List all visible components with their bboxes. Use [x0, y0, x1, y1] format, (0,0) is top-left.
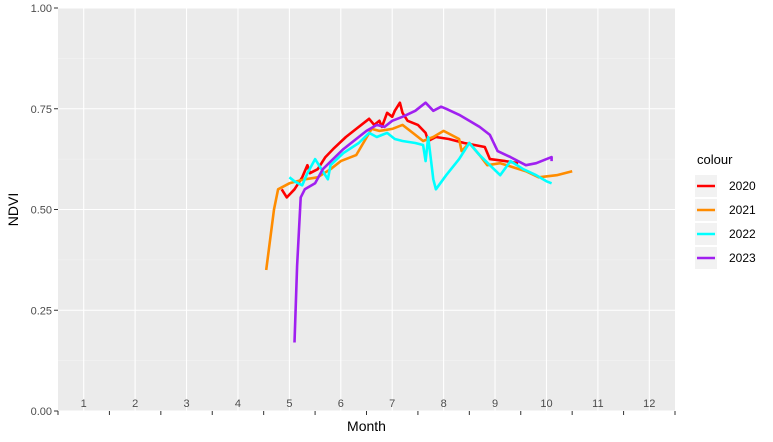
- x-tick-label: 11: [592, 398, 603, 410]
- x-axis: 1 2 3 4 5 6 7 8 9 10 11 12: [57, 398, 676, 415]
- y-tick-label: 0.25: [31, 305, 52, 317]
- series-line-2023: [293, 101, 553, 343]
- y-tick-label: 0.50: [31, 205, 52, 217]
- y-tick-label: 0.75: [31, 104, 52, 116]
- x-tick-label: 8: [441, 398, 447, 410]
- x-tick-label: 12: [643, 398, 655, 410]
- series-line-2020: [280, 101, 519, 199]
- x-tick-label: 6: [338, 398, 344, 410]
- legend: colour 2020 2021 2022 2023: [695, 152, 756, 269]
- legend-label-2020: 2020: [729, 179, 756, 193]
- y-axis: 0.00 0.25 0.50 0.75 1.00: [31, 3, 58, 418]
- x-tick-label: 3: [183, 398, 189, 410]
- series-layer: [264, 101, 573, 343]
- x-tick-label: 4: [235, 398, 241, 410]
- legend-label-2023: 2023: [729, 251, 756, 265]
- y-tick-label: 0.00: [31, 406, 52, 418]
- grid-major: [58, 7, 675, 412]
- x-tick-label: 10: [540, 398, 552, 410]
- x-tick-label: 5: [286, 398, 292, 410]
- legend-label-2021: 2021: [729, 203, 756, 217]
- y-tick-label: 1.00: [31, 3, 52, 15]
- legend-label-2022: 2022: [729, 227, 756, 241]
- x-tick-label: 9: [492, 398, 498, 410]
- x-tick-label: 7: [389, 398, 395, 410]
- legend-title: colour: [697, 152, 733, 167]
- grid-minor: [58, 58, 675, 361]
- x-tick-label: 1: [81, 398, 87, 410]
- x-axis-title: Month: [347, 418, 386, 434]
- y-axis-title: NDVI: [5, 193, 21, 226]
- x-tick-label: 2: [132, 398, 138, 410]
